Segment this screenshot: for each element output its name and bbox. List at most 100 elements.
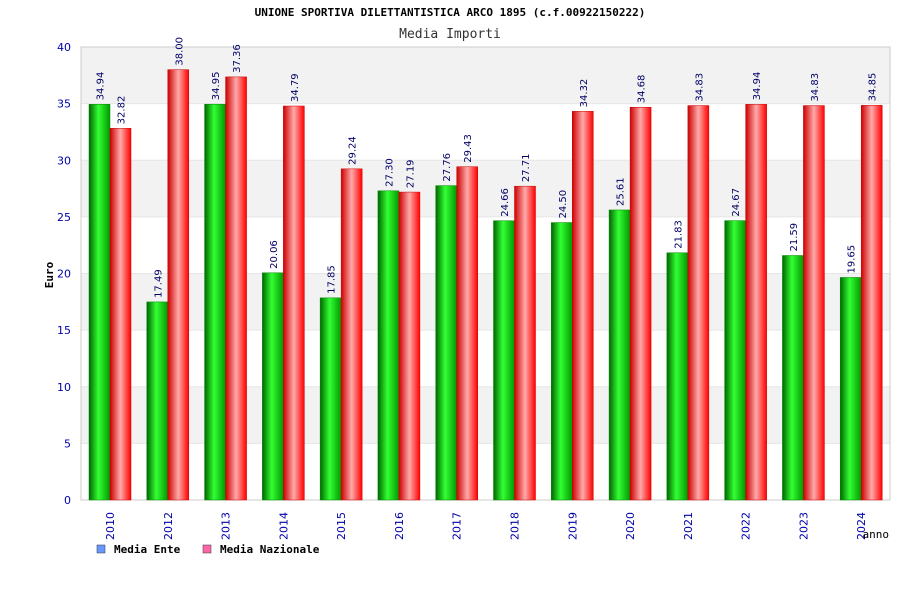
y-axis: 0 5 10 15 20 25 30 35 40	[57, 41, 71, 507]
legend-label-nazionale: Media Nazionale	[220, 543, 320, 556]
bar-media-nazionale	[745, 104, 767, 501]
bar-media-ente	[782, 255, 804, 501]
data-label: 27.19	[405, 159, 416, 188]
bar-media-nazionale	[398, 191, 421, 501]
x-tick-label: 2018	[509, 512, 522, 540]
data-label: 34.94	[96, 72, 107, 101]
x-tick-label: 2012	[162, 512, 175, 540]
grid-band	[81, 103, 890, 161]
y-tick-label: 40	[57, 41, 71, 54]
data-label: 34.32	[579, 79, 590, 108]
bar-media-nazionale	[225, 76, 247, 501]
data-label: 29.43	[463, 134, 474, 163]
data-label: 29.24	[348, 136, 359, 165]
bar-media-nazionale	[514, 185, 536, 501]
bar-media-ente	[724, 220, 746, 501]
legend-label-ente: Media Ente	[114, 543, 181, 556]
data-label: 19.65	[847, 245, 858, 274]
bar-media-ente	[319, 297, 342, 501]
y-tick-label: 25	[57, 211, 71, 224]
data-label: 27.71	[521, 154, 532, 183]
bar-media-ente	[666, 252, 689, 501]
bar-media-nazionale	[629, 106, 652, 501]
data-label: 34.95	[211, 72, 222, 101]
y-tick-label: 5	[64, 437, 71, 450]
plot-background	[80, 46, 891, 501]
bar-media-ente	[608, 209, 631, 501]
x-tick-label: 2010	[104, 512, 117, 540]
data-label: 24.66	[500, 188, 511, 217]
bar-media-ente	[204, 103, 226, 501]
bar-media-nazionale	[572, 111, 594, 501]
bar-media-nazionale	[687, 105, 710, 501]
bar-media-nazionale	[109, 128, 132, 501]
y-tick-label: 35	[57, 98, 71, 111]
data-label: 21.83	[673, 220, 684, 249]
bar-media-ente	[146, 301, 169, 501]
y-tick-label: 15	[57, 324, 71, 337]
grid-band	[81, 443, 890, 500]
y-tick-label: 10	[57, 381, 71, 394]
bar-media-nazionale	[860, 105, 883, 501]
chart-subtitle: Media Importi	[399, 27, 501, 42]
bar-media-ente	[377, 190, 400, 501]
grid-band	[81, 160, 890, 217]
data-label: 34.94	[752, 72, 763, 101]
x-tick-label: 2014	[277, 512, 290, 540]
bar-media-nazionale	[283, 105, 305, 501]
data-label: 24.50	[558, 190, 569, 219]
data-label: 34.85	[868, 73, 879, 102]
bar-media-ente	[493, 220, 515, 501]
bar-media-nazionale	[167, 69, 190, 501]
x-tick-label: 2015	[335, 512, 348, 540]
x-tick-label: 2013	[220, 512, 233, 540]
x-axis: 2010 2012 2013 2014 2015 2016 2017 2018 2019 2020…	[104, 512, 868, 540]
bar-media-nazionale	[803, 105, 825, 501]
legend-swatch-nazionale	[202, 544, 212, 554]
x-tick-label: 2017	[451, 512, 464, 540]
legend-swatch-ente	[96, 544, 106, 554]
x-tick-label: 2023	[797, 512, 810, 540]
bar-media-ente	[839, 277, 862, 501]
y-axis-label: Euro	[43, 261, 56, 288]
plot-border	[80, 46, 891, 501]
data-label: 24.67	[731, 188, 742, 217]
bar-media-ente	[88, 104, 111, 501]
data-label: 27.30	[384, 158, 395, 187]
data-label: 25.61	[616, 177, 627, 206]
x-axis-label: anno	[863, 528, 890, 541]
data-label: 17.85	[327, 265, 338, 294]
bar-series: 34.94 32.82 17.49 38.00 34.95 37.36 20.06 34.79…	[88, 37, 883, 501]
data-label: 32.82	[117, 96, 128, 125]
x-tick-label: 2016	[393, 512, 406, 540]
bar-media-ente	[551, 222, 573, 501]
data-label: 20.06	[269, 240, 280, 269]
data-label: 38.00	[174, 37, 185, 66]
x-tick-label: 2019	[566, 512, 579, 540]
bar-media-nazionale	[340, 168, 363, 501]
grid-band	[81, 273, 890, 331]
data-label: 34.68	[637, 75, 648, 104]
y-tick-label: 30	[57, 154, 71, 167]
chart-title: UNIONE SPORTIVA DILETTANTISTICA ARCO 189…	[255, 6, 646, 19]
grid-band	[81, 330, 890, 387]
data-label: 34.79	[290, 73, 301, 102]
data-label: 21.59	[789, 223, 800, 252]
data-label: 37.36	[232, 44, 243, 73]
x-tick-label: 2020	[624, 512, 637, 540]
data-label: 34.83	[694, 73, 705, 102]
grid-band	[81, 47, 890, 104]
bar-media-ente	[262, 272, 284, 501]
bar-media-ente	[435, 185, 457, 501]
grid-band	[81, 216, 890, 274]
bar-media-nazionale	[456, 166, 478, 501]
data-label: 34.83	[810, 73, 821, 102]
x-tick-label: 2021	[682, 512, 695, 540]
y-tick-label: 20	[57, 268, 71, 281]
data-label: 17.49	[153, 269, 164, 298]
legend: Media Ente Media Nazionale	[96, 543, 320, 556]
data-label: 27.76	[442, 153, 453, 182]
grid-band	[81, 386, 890, 444]
y-tick-label: 0	[64, 494, 71, 507]
